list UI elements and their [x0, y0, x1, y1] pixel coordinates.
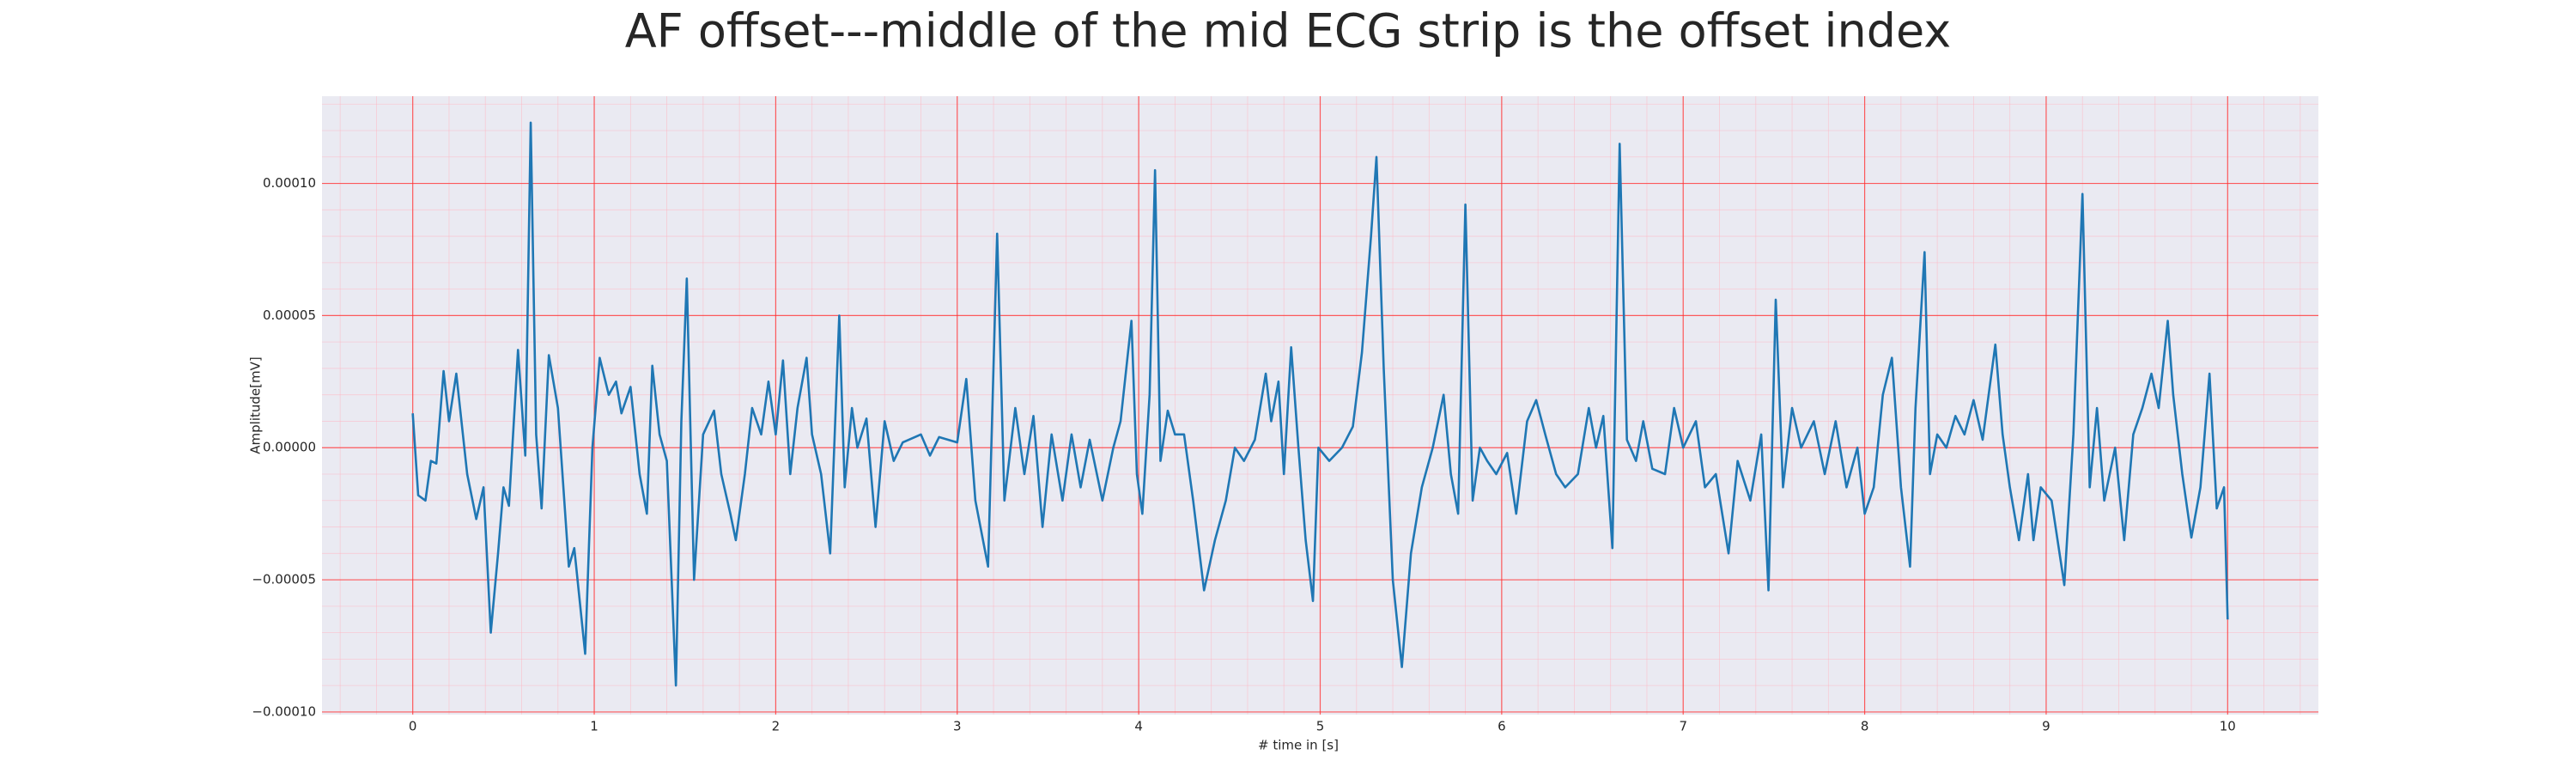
x-axis-label: # time in [s]: [1258, 738, 1339, 753]
x-tick-label: 7: [1679, 719, 1687, 734]
x-tick-label: 8: [1861, 719, 1869, 734]
x-tick-label: 3: [953, 719, 962, 734]
y-tick-label: −0.00005: [252, 572, 316, 587]
x-tick-label: 9: [2042, 719, 2050, 734]
ecg-line: [411, 121, 2229, 687]
marks: [411, 121, 2229, 687]
y-tick-label: −0.00010: [252, 703, 316, 719]
y-tick-label: 0.00010: [263, 175, 316, 191]
y-axis-label: Amplitude[mV]: [248, 356, 264, 453]
y-tick-label: 0.00000: [263, 440, 316, 455]
x-tick-label: 6: [1498, 719, 1506, 734]
chart-title: AF offset---middle of the mid ECG strip …: [625, 4, 1952, 58]
x-tick-label: 10: [2220, 719, 2236, 734]
y-tick-label: 0.00005: [263, 307, 316, 323]
x-tick-label: 4: [1134, 719, 1143, 734]
x-tick-label: 5: [1316, 719, 1325, 734]
x-tick-label: 2: [772, 719, 781, 734]
x-tick-label: 0: [409, 719, 417, 734]
x-tick-label: 1: [590, 719, 598, 734]
